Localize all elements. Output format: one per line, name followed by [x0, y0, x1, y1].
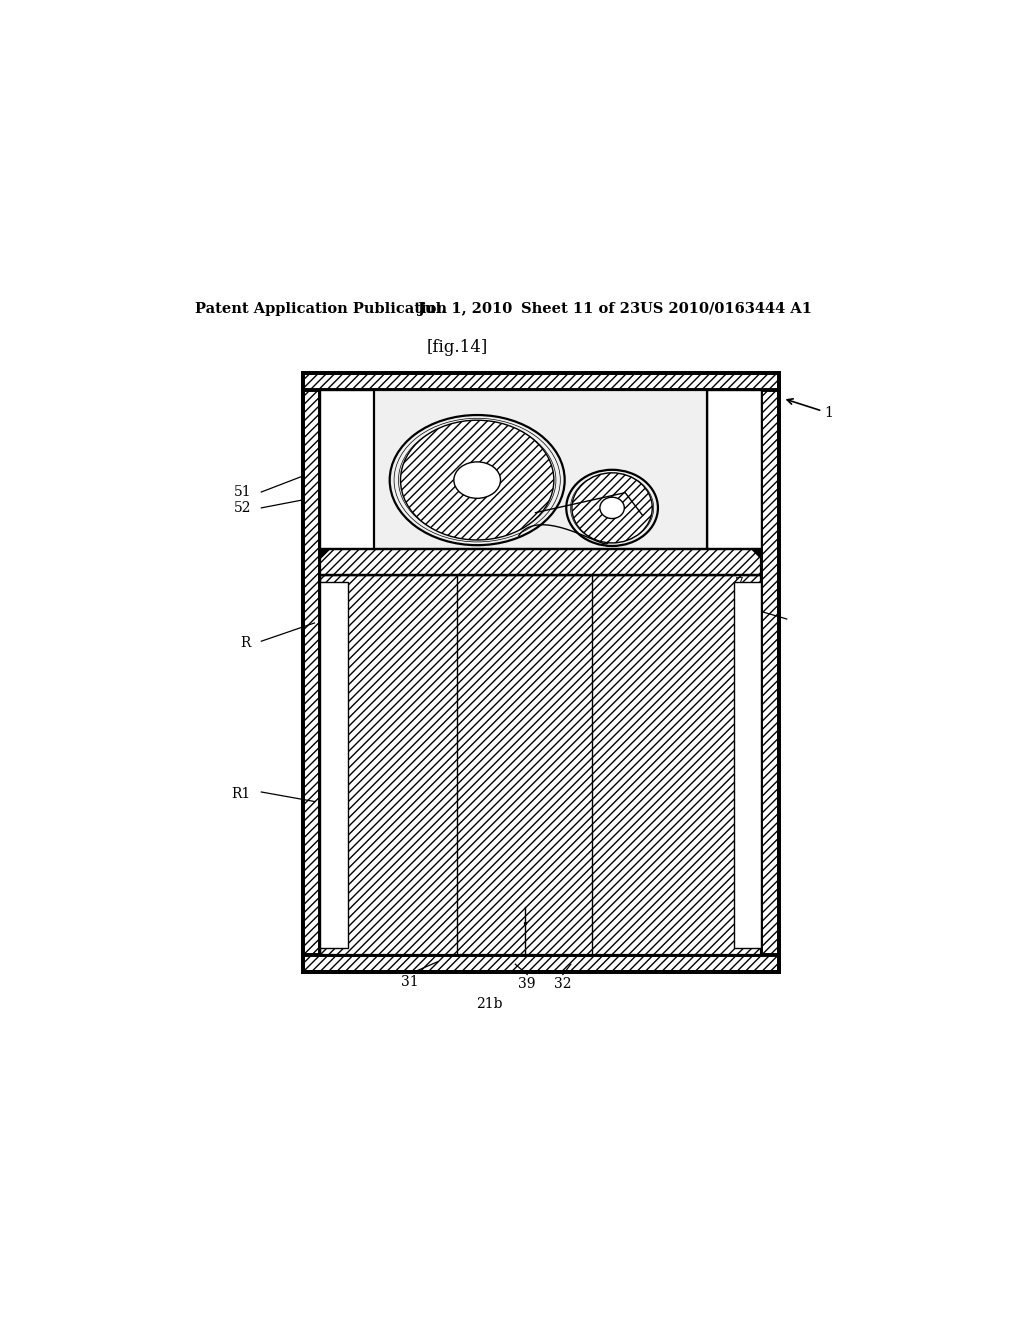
Text: US 2010/0163444 A1: US 2010/0163444 A1: [640, 301, 812, 315]
Text: 4: 4: [735, 560, 744, 574]
Bar: [761, 374, 778, 972]
Bar: [303, 954, 778, 972]
Text: Patent Application Publication: Patent Application Publication: [196, 301, 447, 315]
Bar: [708, 391, 761, 554]
Polygon shape: [321, 549, 330, 558]
Text: 8: 8: [645, 413, 653, 428]
Bar: [321, 391, 374, 554]
Ellipse shape: [572, 473, 652, 543]
Bar: [321, 582, 348, 948]
Bar: [303, 374, 778, 391]
Text: 2: 2: [735, 598, 743, 611]
Bar: [303, 374, 321, 972]
Text: 21a: 21a: [496, 408, 522, 421]
Text: Jul. 1, 2010: Jul. 1, 2010: [418, 301, 512, 315]
Bar: [321, 576, 761, 954]
Text: 5: 5: [740, 487, 750, 500]
Text: [fig.14]: [fig.14]: [427, 339, 488, 356]
Text: 21b: 21b: [476, 997, 503, 1011]
Text: 1: 1: [824, 405, 834, 420]
Ellipse shape: [400, 420, 554, 540]
Ellipse shape: [454, 462, 501, 499]
Bar: [321, 391, 761, 554]
Bar: [321, 549, 761, 576]
Text: R: R: [241, 636, 251, 649]
Bar: [733, 582, 761, 948]
Ellipse shape: [600, 498, 625, 519]
Text: 41: 41: [735, 543, 753, 556]
Text: 39: 39: [518, 977, 536, 991]
Text: 7: 7: [735, 577, 744, 591]
Text: Sheet 11 of 23: Sheet 11 of 23: [521, 301, 640, 315]
Bar: [374, 391, 708, 554]
Text: 52: 52: [233, 500, 251, 515]
Text: 31: 31: [401, 974, 419, 989]
Text: T: T: [326, 421, 335, 436]
Bar: [321, 391, 761, 954]
Text: 32: 32: [554, 977, 571, 991]
Text: R1: R1: [231, 787, 251, 800]
Text: 51: 51: [233, 484, 251, 499]
Polygon shape: [752, 549, 761, 558]
Bar: [303, 374, 778, 972]
